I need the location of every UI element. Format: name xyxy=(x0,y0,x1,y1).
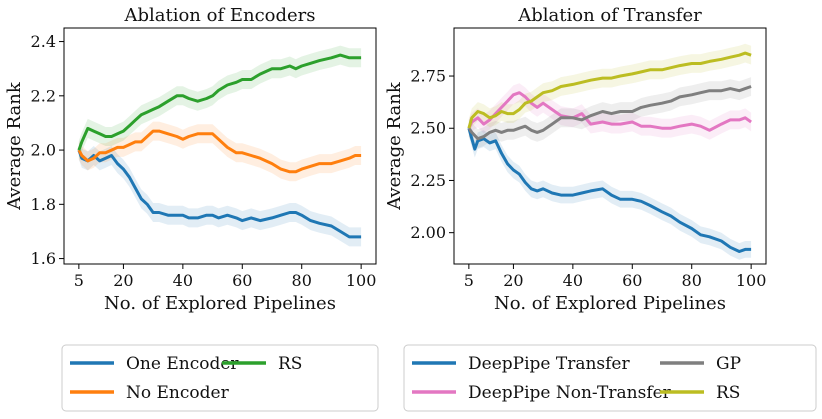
x-tick-label: 80 xyxy=(682,271,702,290)
x-axis-label: No. of Explored Pipelines xyxy=(494,293,726,314)
band-no-encoder xyxy=(78,121,362,182)
legend-item-gp: GP xyxy=(660,354,741,374)
panel-encoders: 5 20 40 60 80 100 1.6 1.8 2.0 2.2 2.4 Ablation of E… xyxy=(4,5,377,314)
x-tick-label: 100 xyxy=(346,271,377,290)
legend-item-rs: RS xyxy=(222,354,302,374)
x-tick-label: 60 xyxy=(232,271,252,290)
x-tick-label: 40 xyxy=(173,271,193,290)
legend-label: GP xyxy=(716,354,741,374)
legend-label: DeepPipe Transfer xyxy=(468,354,630,374)
line-rs xyxy=(77,53,362,151)
line-gp xyxy=(467,85,752,141)
band-rs xyxy=(78,45,362,160)
plot-area xyxy=(467,43,752,260)
legend-transfer: DeepPipe Transfer DeepPipe Non-Transfer GP… xyxy=(403,344,817,412)
y-axis-label: Average Rank xyxy=(384,81,405,211)
y-tick-label: 2.2 xyxy=(31,86,56,105)
legend-label: RS xyxy=(278,354,302,374)
x-tick-label: 5 xyxy=(74,271,84,290)
y-tick-label: 2.0 xyxy=(31,141,56,160)
panel-transfer: 5 20 40 60 80 100 2.00 2.25 2.50 2.75 Ablation of … xyxy=(384,5,767,314)
chart-title: Ablation of Transfer xyxy=(517,5,702,26)
x-axis-label: No. of Explored Pipelines xyxy=(104,293,336,314)
y-tick-label: 2.25 xyxy=(410,171,446,190)
legend-label: DeepPipe Non-Transfer xyxy=(468,383,672,403)
y-tick-label: 2.50 xyxy=(410,119,446,138)
legend-label: No Encoder xyxy=(126,383,230,403)
legend-item-no-encoder: No Encoder xyxy=(70,383,230,403)
x-tick-label: 100 xyxy=(736,271,767,290)
x-tick-label: 80 xyxy=(292,271,312,290)
legend-item-deeppipe-transfer: DeepPipe Transfer xyxy=(412,354,630,374)
plot-area xyxy=(77,45,362,247)
y-tick-label: 1.6 xyxy=(31,249,56,268)
x-tick-label: 20 xyxy=(503,271,523,290)
x-tick-label: 60 xyxy=(622,271,642,290)
axes-frame xyxy=(63,27,377,265)
y-tick-label: 1.8 xyxy=(31,195,56,214)
band-rs xyxy=(468,43,752,138)
legend-label: RS xyxy=(716,383,740,403)
legend-item-rs: RS xyxy=(660,383,740,403)
legend-label: One Encoder xyxy=(126,354,239,374)
legend-item-deeppipe-non-transfer: DeepPipe Non-Transfer xyxy=(412,383,672,403)
axes-frame xyxy=(453,27,767,265)
band-deeppipe-transfer xyxy=(468,119,752,260)
y-tick-label: 2.00 xyxy=(410,223,446,242)
chart-title: Ablation of Encoders xyxy=(123,5,315,26)
legend-frame xyxy=(403,344,817,412)
line-rs xyxy=(467,51,752,129)
x-tick-label: 20 xyxy=(113,271,133,290)
x-tick-label: 40 xyxy=(563,271,583,290)
y-tick-label: 2.4 xyxy=(31,32,56,51)
y-tick-label: 2.75 xyxy=(410,67,446,86)
x-tick-label: 5 xyxy=(464,271,474,290)
line-one-encoder xyxy=(77,149,362,239)
band-one-encoder xyxy=(78,140,362,247)
legend-item-one-encoder: One Encoder xyxy=(70,354,239,374)
legend-encoders: One Encoder No Encoder RS xyxy=(61,344,379,412)
line-no-encoder xyxy=(77,129,362,174)
y-axis-label: Average Rank xyxy=(4,81,25,211)
legend-frame xyxy=(61,344,379,412)
line-deeppipe-transfer xyxy=(467,127,752,253)
